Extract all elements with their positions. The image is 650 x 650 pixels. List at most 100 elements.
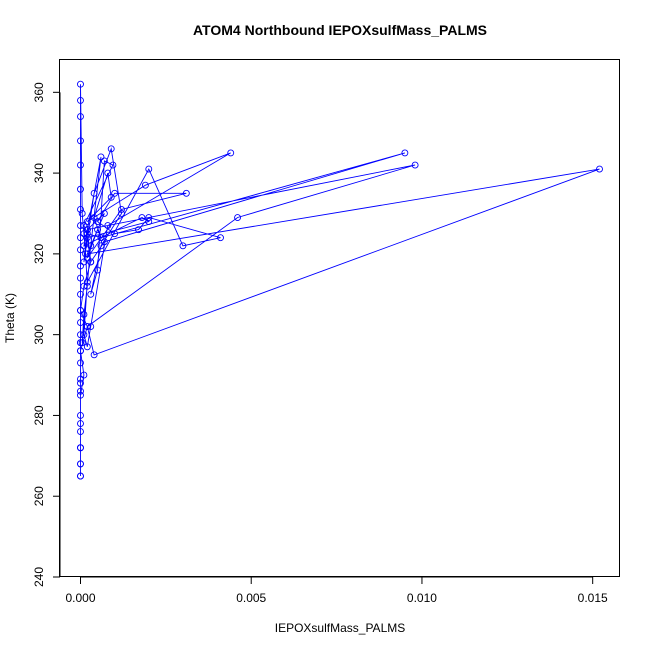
data-point <box>80 331 88 339</box>
data-point <box>87 258 95 266</box>
y-tick-label: 340 <box>32 163 46 183</box>
chart-title: ATOM4 Northbound IEPOXsulfMass_PALMS <box>193 22 487 38</box>
data-point <box>83 234 91 242</box>
data-point <box>217 234 224 242</box>
data-point <box>182 189 190 197</box>
data-point <box>77 185 84 193</box>
data-point <box>234 214 242 221</box>
data-point <box>77 428 84 436</box>
data-point <box>77 161 84 169</box>
y-tick-label: 360 <box>32 82 46 102</box>
data-point <box>90 351 98 359</box>
data-point <box>77 411 84 419</box>
series-line <box>80 84 600 476</box>
data-point <box>77 290 84 298</box>
data-point <box>77 375 84 383</box>
x-axis: 0.000 0.005 0.010 0.015 <box>65 576 608 605</box>
y-tick-label: 320 <box>32 244 46 264</box>
data-point <box>100 210 108 217</box>
data-point <box>83 218 91 226</box>
data-point <box>90 214 98 221</box>
data-point <box>111 189 119 197</box>
data-point <box>80 311 88 318</box>
data-point <box>77 387 84 395</box>
data-point <box>83 254 91 262</box>
data-point <box>77 444 84 452</box>
data-point <box>107 193 115 201</box>
data-point <box>83 343 91 351</box>
data-point <box>109 161 117 169</box>
data-point <box>80 230 88 238</box>
data-point <box>83 250 91 258</box>
data-point <box>77 331 84 339</box>
data-point <box>82 250 90 258</box>
data-point <box>83 230 91 238</box>
data-point <box>94 266 102 274</box>
data-point <box>135 226 142 234</box>
data-point <box>97 153 105 161</box>
data-point <box>77 460 84 468</box>
data-point <box>77 420 84 427</box>
data-point <box>77 339 84 347</box>
data-point <box>83 323 91 331</box>
data-point <box>90 189 98 197</box>
data-point <box>77 205 84 213</box>
data-point <box>596 165 603 173</box>
data-point <box>411 161 419 169</box>
data-point <box>104 169 112 177</box>
data-point <box>77 347 84 355</box>
data-point <box>78 210 86 217</box>
data-point <box>77 137 84 145</box>
data-point <box>77 379 84 387</box>
data-point <box>97 234 105 242</box>
data-point <box>107 145 115 153</box>
data-point <box>77 319 84 326</box>
data-point <box>80 242 88 250</box>
data-point <box>77 306 84 314</box>
data-point <box>94 218 102 226</box>
data-point <box>100 157 108 165</box>
x-tick-label: 0.015 <box>578 591 608 605</box>
data-point <box>78 339 86 347</box>
data-point <box>145 218 153 226</box>
x-axis-label: IEPOXsulfMass_PALMS <box>275 621 406 635</box>
data-point <box>87 323 95 331</box>
data-points <box>77 80 603 480</box>
y-tick-label: 280 <box>32 405 46 425</box>
data-point <box>145 214 153 221</box>
data-point <box>80 282 88 290</box>
data-point <box>77 359 84 367</box>
data-point <box>77 113 84 120</box>
data-point <box>77 391 84 399</box>
data-point <box>401 149 409 157</box>
data-point <box>100 238 108 246</box>
x-tick-label: 0.005 <box>236 591 266 605</box>
data-point <box>77 96 84 104</box>
data-point <box>118 205 125 213</box>
data-point <box>145 165 153 173</box>
data-point <box>80 371 88 379</box>
data-point <box>80 258 88 266</box>
data-point <box>77 80 84 88</box>
data-point <box>77 234 84 242</box>
data-point <box>77 274 84 282</box>
data-point <box>94 226 102 234</box>
data-point <box>141 181 149 189</box>
y-axis: 240 260 280 300 320 340 360 <box>32 82 61 587</box>
data-point <box>83 226 91 234</box>
data-point <box>111 230 119 238</box>
data-point <box>227 149 235 157</box>
plot-area <box>77 80 603 480</box>
data-point <box>77 262 84 270</box>
data-point <box>77 246 84 254</box>
x-tick-label: 0.010 <box>407 591 437 605</box>
data-point <box>87 290 95 298</box>
data-point <box>83 278 91 286</box>
data-point <box>77 222 84 230</box>
data-point <box>118 210 125 217</box>
y-tick-label: 260 <box>32 486 46 506</box>
data-point <box>80 222 88 230</box>
data-point <box>77 472 84 480</box>
y-tick-label: 240 <box>32 567 46 587</box>
